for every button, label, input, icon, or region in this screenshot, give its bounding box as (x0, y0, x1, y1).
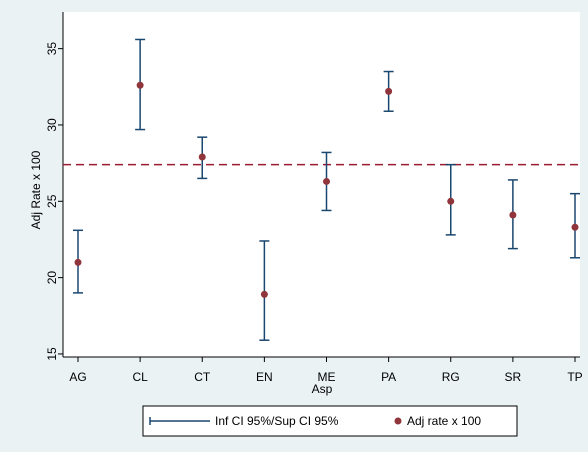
y-axis-ticks: 15 20 25 30 35 (45, 42, 63, 361)
x-tick-label-ag: AG (69, 370, 86, 384)
x-tick-label-me: ME (318, 370, 336, 384)
point-cl (136, 81, 144, 89)
y-tick-label-35: 35 (45, 42, 59, 56)
x-axis-label: Asp (312, 382, 333, 396)
y-tick-label-15: 15 (45, 347, 59, 361)
y-tick-label-30: 30 (45, 118, 59, 132)
x-tick-label-en: EN (256, 370, 273, 384)
legend-point-swatch (394, 417, 402, 425)
y-axis-label: Adj Rate x 100 (29, 150, 43, 229)
x-tick-label-pa: PA (381, 370, 396, 384)
x-tick-label-ct: CT (194, 370, 211, 384)
x-tick-label-cl: CL (132, 370, 148, 384)
adj-rate-points (74, 81, 579, 298)
x-tick-label-sr: SR (505, 370, 522, 384)
point-me (323, 177, 330, 185)
y-tick-label-25: 25 (45, 194, 59, 208)
point-rg (447, 197, 455, 205)
legend-label-ci: Inf CI 95%/Sup CI 95% (215, 414, 339, 428)
point-sr (509, 211, 517, 219)
point-en (260, 290, 268, 298)
point-ct (198, 153, 206, 161)
x-tick-label-rg: RG (442, 370, 460, 384)
plot-area (63, 12, 580, 357)
x-tick-label-tp: TP (567, 370, 582, 384)
point-pa (385, 87, 393, 95)
legend-label-adj-rate: Adj rate x 100 (407, 414, 481, 428)
point-ag (74, 258, 82, 266)
legend: Inf CI 95%/Sup CI 95% Adj rate x 100 (142, 405, 518, 437)
x-axis-ticks: AG CL CT EN ME PA RG SR TP (69, 357, 583, 384)
y-tick-label-20: 20 (45, 271, 59, 285)
point-tp (571, 223, 579, 231)
